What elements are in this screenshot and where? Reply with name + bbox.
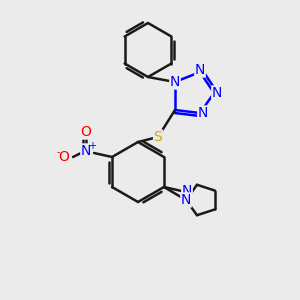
Text: N: N (212, 86, 222, 100)
Text: N: N (181, 193, 191, 207)
Text: N: N (182, 184, 192, 198)
Text: S: S (154, 130, 162, 144)
Text: N: N (198, 106, 208, 120)
Text: N: N (195, 63, 205, 77)
Text: N: N (170, 75, 180, 89)
Text: O: O (58, 150, 70, 164)
Text: O: O (81, 125, 92, 139)
Text: -: - (56, 147, 60, 157)
Text: N: N (81, 144, 91, 158)
Text: +: + (88, 141, 96, 151)
